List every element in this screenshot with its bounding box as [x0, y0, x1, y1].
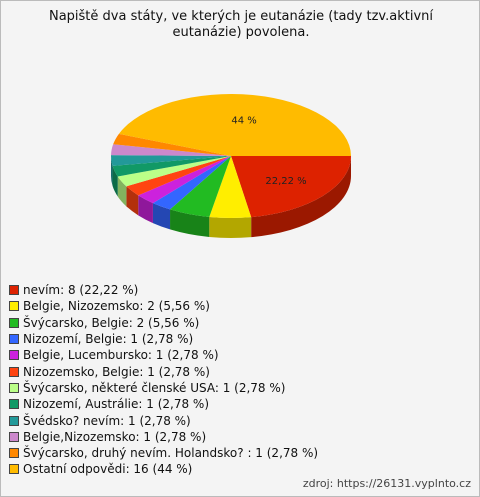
legend-label: Belgie, Nizozemsko: 2 (5,56 %): [23, 299, 210, 314]
legend-item: Belgie, Lucembursko: 1 (2,78 %): [9, 347, 318, 363]
legend: nevím: 8 (22,22 %) Belgie, Nizozemsko: 2 …: [9, 282, 318, 478]
legend-label: Nizozemí, Austrálie: 1 (2,78 %): [23, 397, 209, 412]
slice-side: [251, 156, 351, 238]
chart-title: Napiště dva státy, ve kterých je eutanáz…: [48, 9, 433, 40]
slice: [112, 156, 231, 177]
legend-label: Nizozemí, Belgie: 1 (2,78 %): [23, 332, 194, 347]
slice: [152, 156, 231, 210]
legend-swatch: [9, 317, 19, 328]
slice-side: [126, 186, 139, 216]
legend-swatch: [9, 431, 19, 442]
slice-side: [112, 165, 118, 197]
legend-item: Nizozemí, Austrálie: 1 (2,78 %): [9, 396, 318, 412]
legend-swatch: [9, 399, 19, 410]
legend-label: Belgie,Nizozemsko: 1 (2,78 %): [23, 429, 207, 444]
slice: [111, 144, 231, 156]
legend-item: Švýcarsko, některé členské USA: 1 (2,78 …: [9, 380, 318, 396]
legend-item: Švýcarsko, Belgie: 2 (5,56 %): [9, 315, 318, 331]
legend-item: Ostatní odpovědi: 16 (44 %): [9, 461, 318, 477]
slice-side: [111, 156, 113, 186]
legend-swatch: [9, 334, 19, 345]
slice-side: [170, 209, 210, 237]
legend-item: Švýcarsko, druhý nevím. Holandsko? : 1 (…: [9, 445, 318, 461]
legend-item: Belgie, Nizozemsko: 2 (5,56 %): [9, 298, 318, 314]
legend-item: Nizozemí, Belgie: 1 (2,78 %): [9, 331, 318, 347]
slice-side: [152, 203, 171, 230]
legend-swatch: [9, 285, 19, 296]
legend-swatch: [9, 464, 19, 475]
legend-swatch: [9, 366, 19, 377]
slice-label: 44 %: [231, 115, 256, 126]
legend-label: Nizozemsko, Belgie: 1 (2,78 %): [23, 364, 210, 379]
slice: [231, 156, 351, 218]
legend-label: Ostatní odpovědi: 16 (44 %): [23, 462, 193, 477]
legend-item: Švédsko? nevím: 1 (2,78 %): [9, 412, 318, 428]
legend-label: Švédsko? nevím: 1 (2,78 %): [23, 413, 191, 428]
slice: [126, 156, 231, 196]
legend-swatch: [9, 415, 19, 426]
legend-label: Švýcarsko, druhý nevím. Holandsko? : 1 (…: [23, 446, 319, 461]
slice-label: 22,22 %: [265, 176, 306, 187]
legend-label: Švýcarsko, některé členské USA: 1 (2,78 …: [23, 380, 286, 395]
legend-swatch: [9, 448, 19, 459]
slice: [138, 156, 231, 204]
slice: [170, 156, 231, 217]
legend-label: nevím: 8 (22,22 %): [23, 283, 139, 298]
legend-swatch: [9, 301, 19, 312]
slice: [209, 156, 252, 219]
legend-swatch: [9, 350, 19, 361]
legend-item: nevím: 8 (22,22 %): [9, 282, 318, 298]
pie-chart: 22,22 % 44 %: [111, 94, 351, 238]
legend-label: Belgie, Lucembursko: 1 (2,78 %): [23, 348, 219, 363]
legend-item: Nizozemsko, Belgie: 1 (2,78 %): [9, 363, 318, 379]
slice-side: [138, 195, 153, 224]
legend-item: Belgie,Nizozemsko: 1 (2,78 %): [9, 429, 318, 445]
legend-swatch: [9, 382, 19, 393]
slice: [111, 155, 231, 166]
source: zdroj: https://26131.vyplnto.cz: [302, 477, 471, 490]
slice-side: [209, 216, 252, 238]
slice: [117, 156, 231, 187]
slice: [118, 94, 351, 156]
slice: [113, 133, 231, 156]
slice-side: [117, 176, 127, 207]
legend-label: Švýcarsko, Belgie: 2 (5,56 %): [23, 315, 200, 330]
